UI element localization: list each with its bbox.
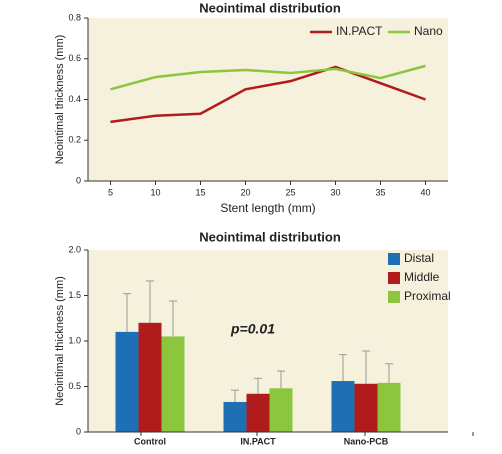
bar [331, 381, 355, 432]
y-tick-label: 0.8 [68, 12, 81, 22]
x-tick-label: 35 [375, 187, 385, 197]
y-tick-label: 1.5 [68, 290, 81, 300]
y-tick-label: 0 [76, 426, 81, 436]
x-tick-label: 40 [420, 187, 430, 197]
x-tick-label: 10 [150, 187, 160, 197]
legend-label: Nano [414, 24, 443, 38]
legend-label: Proximal [404, 289, 451, 303]
y-tick-label: 2.0 [68, 244, 81, 254]
x-tick-label: Nano-PCB [344, 436, 389, 446]
legend-label: IN.PACT [336, 24, 383, 38]
chart-title: Neointimal distribution [199, 229, 341, 244]
bar [246, 393, 270, 432]
bar [138, 322, 162, 432]
legend-label: Middle [404, 270, 440, 284]
bar [161, 336, 185, 432]
bar [223, 401, 247, 432]
x-tick-label: Control [134, 436, 166, 446]
line-series [110, 64, 426, 91]
bar [354, 383, 378, 432]
y-tick-label: 0.2 [68, 135, 81, 145]
legend-swatch [388, 291, 400, 303]
x-tick-label: 5 [108, 187, 113, 197]
x-tick-label: 25 [285, 187, 295, 197]
line-series [110, 65, 426, 124]
bar [269, 388, 293, 432]
legend-label: Distal [404, 251, 434, 265]
y-tick-label: 0.4 [68, 94, 81, 104]
y-tick-label: 1.0 [68, 335, 81, 345]
legend-swatch [388, 272, 400, 284]
x-tick-label: 20 [240, 187, 250, 197]
bar [115, 331, 139, 432]
bar [377, 382, 401, 432]
x-axis-label: Stent length (mm) [220, 201, 315, 215]
plot-background [88, 18, 448, 181]
y-tick-label: 0 [76, 175, 81, 185]
x-tick-label: 30 [330, 187, 340, 197]
annotation: p=0.01 [230, 321, 275, 337]
chart-title: Neointimal distribution [199, 0, 341, 15]
y-axis-label: Neointimal thickness (mm) [54, 35, 66, 165]
legend-swatch [388, 253, 400, 265]
x-tick-label: 15 [195, 187, 205, 197]
y-axis-label: Neointimal thickness (mm) [54, 276, 66, 406]
x-tick-label: IN.PACT [240, 436, 276, 446]
y-tick-label: 0.6 [68, 53, 81, 63]
y-tick-label: 0.5 [68, 381, 81, 391]
